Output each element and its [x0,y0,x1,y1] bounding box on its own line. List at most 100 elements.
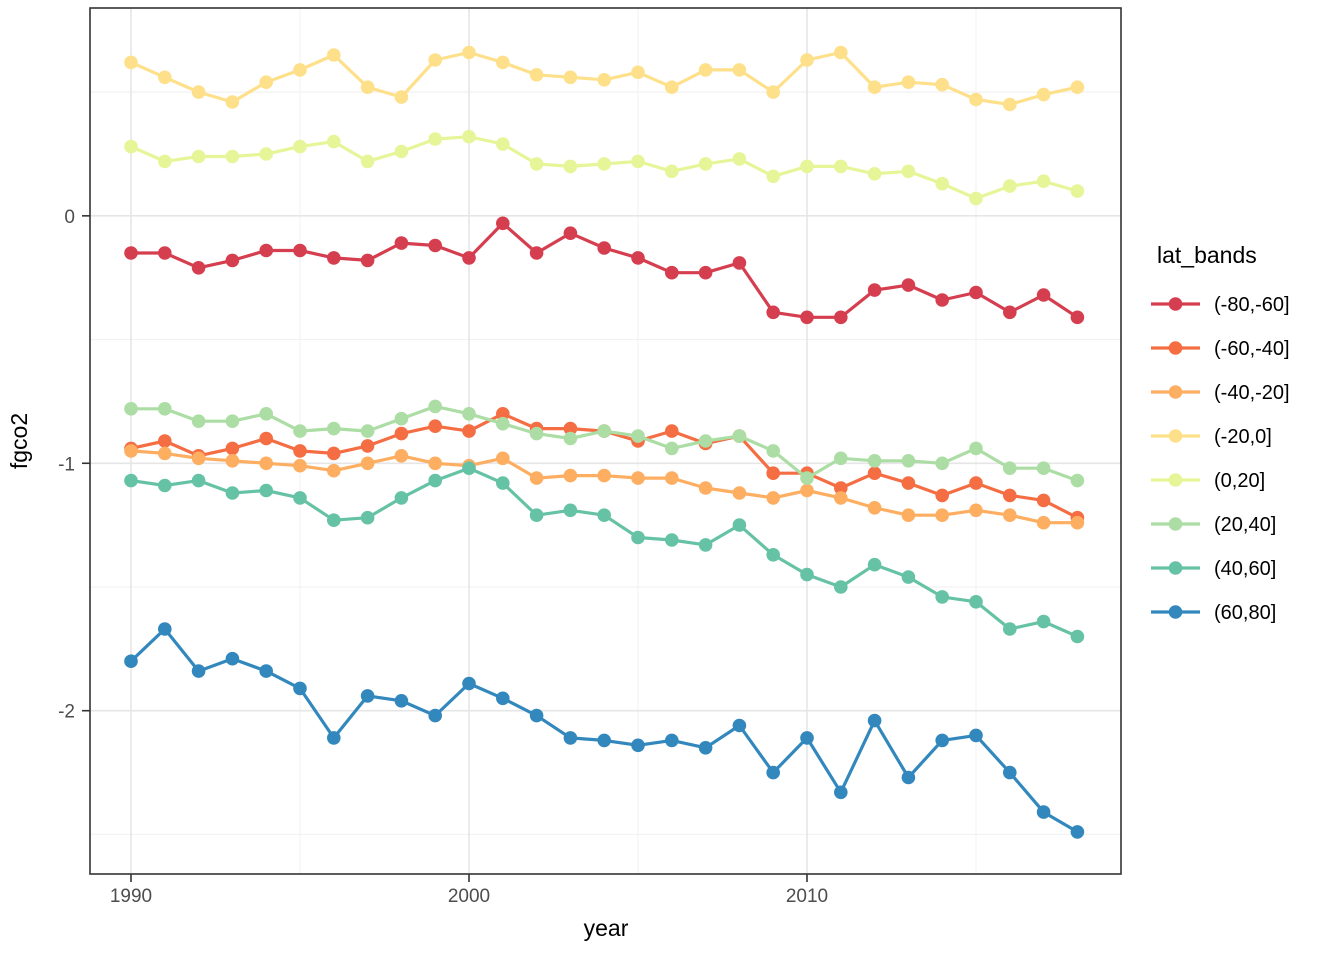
legend: (-80,-60] (-60,-40] (-40,-20] (-20,0] (0,20]… [1151,294,1290,624]
data-point-(0,20] [834,159,848,174]
data-point-(-40,-20] [800,483,814,498]
legend-entry-(20,40]: (20,40] [1151,514,1276,536]
data-point-(0,20] [191,149,206,164]
data-point-(20,40] [766,444,780,458]
data-point-(0,20] [496,137,510,151]
data-point-(20,40] [496,416,510,431]
data-point-(20,40] [597,424,611,438]
data-point-(20,40] [293,424,307,438]
data-point-(-20,0] [597,73,611,87]
data-point-(0,20] [901,164,916,179]
data-point-(20,40] [462,407,476,421]
data-point-(0,20] [327,134,341,149]
data-point-(60,80] [191,664,206,678]
data-point-(-60,-40] [327,446,341,461]
data-point-(20,40] [935,456,949,471]
data-point-(0,20] [631,154,645,169]
data-point-(-40,-20] [665,471,679,485]
data-point-(40,60] [191,473,206,488]
data-point-(20,40] [732,429,747,443]
data-point-(20,40] [1003,461,1017,476]
data-point-(-80,-60] [158,246,172,260]
data-point-(60,80] [293,681,307,696]
data-point-(20,40] [1070,473,1085,488]
data-point-(40,60] [698,538,713,552]
data-point-(40,60] [428,473,443,488]
data-point-(-80,-60] [225,253,240,268]
data-point-(40,60] [327,513,341,527]
x-axis-title: year [584,915,629,941]
data-point-(-40,-20] [1036,515,1051,530]
data-point-(-40,-20] [124,444,138,458]
data-point-(-80,-60] [428,238,443,253]
data-point-(-80,-60] [1036,288,1051,302]
data-point-(-60,-40] [360,439,375,453]
data-point-(-20,0] [969,92,983,107]
legend-entry-(-60,-40]: (-60,-40] [1151,338,1290,360]
data-point-(0,20] [563,159,578,174]
data-point-(20,40] [698,434,713,448]
data-point-(40,60] [867,557,882,572]
data-point-(-20,0] [462,45,476,60]
data-point-(-80,-60] [766,305,780,320]
data-point-(0,20] [462,129,476,144]
data-point-(0,20] [360,154,375,169]
data-point-(-60,-40] [496,407,510,421]
series-(-80,-60] [124,216,1085,325]
data-point-(-20,0] [631,65,645,80]
data-point-(-20,0] [867,80,882,94]
panel-border-rect [89,7,1122,875]
data-point-(-80,-60] [327,251,341,265]
data-point-(0,20] [394,144,409,159]
data-point-(-80,-60] [834,310,848,325]
data-point-(0,20] [732,152,747,166]
data-point-(0,20] [935,176,949,191]
data-point-(-20,0] [124,55,138,70]
data-point-(-40,-20] [631,471,645,485]
data-point-(60,80] [834,785,848,800]
data-point-(20,40] [1036,461,1051,476]
data-point-(-60,-40] [901,476,916,490]
data-point-(-40,-20] [1003,508,1017,522]
data-point-(60,80] [327,731,341,745]
data-point-(20,40] [360,424,375,438]
data-point-(-80,-60] [665,265,679,280]
data-point-(-20,0] [732,63,747,77]
data-point-(0,20] [665,164,679,179]
data-point-(40,60] [834,580,848,594]
data-point-(-40,-20] [867,501,882,515]
data-point-(0,20] [124,139,138,154]
data-point-(-60,-40] [394,426,409,441]
legend-key-point [1168,341,1183,355]
data-point-(60,80] [259,664,274,678]
data-point-(-40,-20] [834,491,848,505]
series-(40,60] [124,461,1085,644]
y-tick-label: -2 [58,702,75,723]
data-point-(40,60] [259,483,274,498]
data-point-(-80,-60] [969,285,983,300]
data-point-(20,40] [225,414,240,429]
y-tick-label: 0 [64,207,75,228]
series-(-40,-20] [124,444,1085,530]
data-point-(40,60] [665,533,679,547]
data-series [124,45,1085,839]
legend-key-point [1168,517,1183,531]
legend-label: (60,80] [1214,602,1276,624]
data-point-(0,20] [259,147,274,161]
data-point-(20,40] [800,471,814,485]
data-point-(20,40] [563,431,578,446]
data-point-(-80,-60] [597,241,611,255]
legend-key-point [1168,429,1183,443]
data-point-(60,80] [732,718,747,733]
data-point-(-60,-40] [563,421,578,436]
data-point-(-40,-20] [259,456,274,471]
series-(0,20] [124,129,1085,206]
data-point-(-20,0] [901,75,916,89]
data-point-(0,20] [428,132,443,146]
data-point-(20,40] [191,414,206,429]
data-point-(20,40] [259,407,274,421]
data-point-(-20,0] [394,90,409,104]
data-point-(60,80] [225,651,240,666]
data-point-(-80,-60] [935,293,949,307]
